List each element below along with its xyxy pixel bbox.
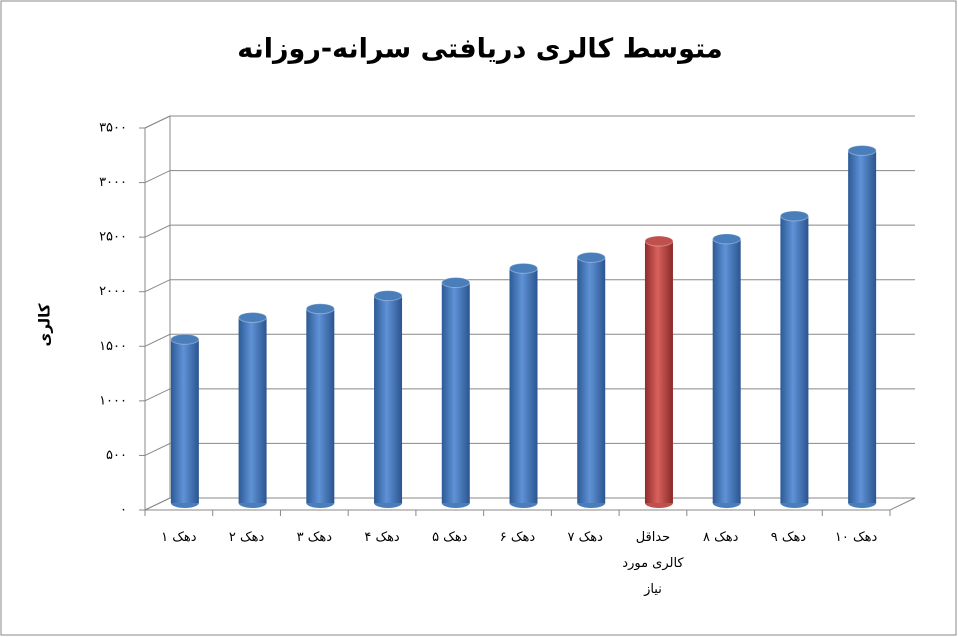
bar [441, 282, 470, 503]
x-tick-label: دهک ۸ [702, 530, 739, 545]
bar-cap [441, 277, 471, 289]
x-tick-label: دهک ۱ [161, 530, 197, 545]
bar [780, 215, 809, 503]
chart-title: متوسط کالری دریافتی سرانه-روزانه [237, 34, 723, 65]
y-tick-label: ۵۰۰ [106, 448, 127, 463]
y-tick-label: ۱۰۰۰ [99, 393, 127, 408]
bar-cap [576, 251, 606, 263]
y-axis-title: کالری [36, 303, 54, 346]
bar-cap [644, 235, 674, 247]
bar [644, 241, 673, 504]
grid-line [144, 224, 915, 238]
bar [712, 238, 741, 504]
bar [306, 308, 335, 503]
x-tick-label: دهک ۳ [296, 530, 333, 545]
bar [577, 257, 606, 503]
y-tick-label: ۳۰۰۰ [99, 175, 127, 190]
y-tick-label: ۳۵۰۰ [99, 121, 127, 136]
y-tick-label: ۲۵۰۰ [99, 230, 127, 245]
bar-cap [509, 262, 538, 274]
grid-line [144, 170, 915, 184]
bar [848, 150, 877, 503]
x-tick-label: حداقل کالری مورد نیاز [622, 530, 684, 597]
y-tick-label: ۲۰۰۰ [99, 284, 127, 299]
bar [170, 339, 199, 503]
bar-cap [779, 210, 809, 222]
bar-cap [373, 290, 403, 302]
x-tick-label: دهک ۴ [364, 530, 400, 545]
x-tick-label: دهک ۲ [228, 530, 265, 545]
bar-cap [847, 144, 877, 156]
y-tick-label: ۱۵۰۰ [99, 339, 127, 354]
bar [509, 268, 538, 503]
x-tick-label: دهک ۹ [770, 530, 807, 545]
grid-line [144, 115, 915, 129]
x-tick-label: دهک ۵ [432, 530, 468, 545]
x-tick-label: دهک ۷ [567, 530, 603, 545]
x-tick-label: دهک ۶ [499, 530, 536, 545]
bar [374, 295, 403, 503]
bar [238, 317, 267, 503]
bar-cap [238, 311, 268, 323]
bar-cap [305, 303, 335, 315]
bar-cap [170, 333, 200, 345]
y-tick-label: ۰ [120, 503, 127, 518]
x-tick-label: دهک ۱۰ [834, 530, 878, 545]
bar-cap [712, 233, 742, 245]
